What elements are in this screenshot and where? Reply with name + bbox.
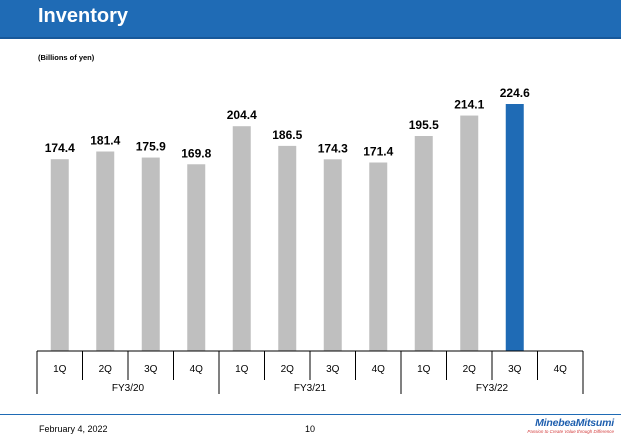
x-tick-label: 4Q [372,364,386,375]
fiscal-year-label: FY3/21 [294,383,327,394]
data-label: 174.4 [45,141,75,155]
x-tick-label: 3Q [326,364,340,375]
bar [323,159,342,351]
x-tick-label: 2Q [99,364,113,375]
data-label: 171.4 [363,145,393,159]
unit-note: (Billions of yen) [38,53,95,62]
data-label: 175.9 [136,140,166,154]
page-title: Inventory [38,5,129,27]
x-tick-label: 3Q [144,364,158,375]
data-label: 169.8 [181,146,211,160]
bar [460,115,479,351]
x-tick-label: 4Q [190,364,204,375]
bar [505,104,524,351]
x-tick-label: 1Q [235,364,249,375]
page-number: 10 [305,424,316,434]
bar [96,151,115,351]
data-label: 224.6 [500,86,530,100]
x-tick-label: 4Q [554,364,568,375]
fiscal-year-label: FY3/22 [476,383,509,394]
data-label: 181.4 [90,134,120,148]
bar [50,159,69,351]
title-bar: Inventory [0,0,621,39]
bar [369,162,388,351]
bar [187,164,206,351]
footer-divider [0,414,621,415]
x-tick-label: 1Q [417,364,431,375]
bar [414,136,433,351]
logo-tagline: Passion to Create Value through Differen… [527,429,614,434]
x-tick-label: 2Q [463,364,477,375]
data-label: 214.1 [454,98,484,112]
footer-date: February 4, 2022 [39,424,108,434]
logo-wordmark: MinebeaMitsumi [535,417,614,429]
company-logo: MinebeaMitsumi Passion to Create Value t… [492,417,614,437]
bar [141,157,160,351]
x-tick-label: 1Q [53,364,67,375]
data-label: 195.5 [409,118,439,132]
data-label: 186.5 [272,128,302,142]
x-tick-label: 3Q [508,364,522,375]
data-label: 174.3 [318,141,348,155]
x-tick-label: 2Q [281,364,295,375]
bar [232,126,251,352]
bar [278,145,297,351]
fiscal-year-label: FY3/20 [112,383,145,394]
inventory-bar-chart: 174.4 1Q 181.4 2Q 175.9 3Q 169.8 4Q 204.4 1Q 186.5… [36,86,584,394]
data-label: 204.4 [227,108,257,122]
